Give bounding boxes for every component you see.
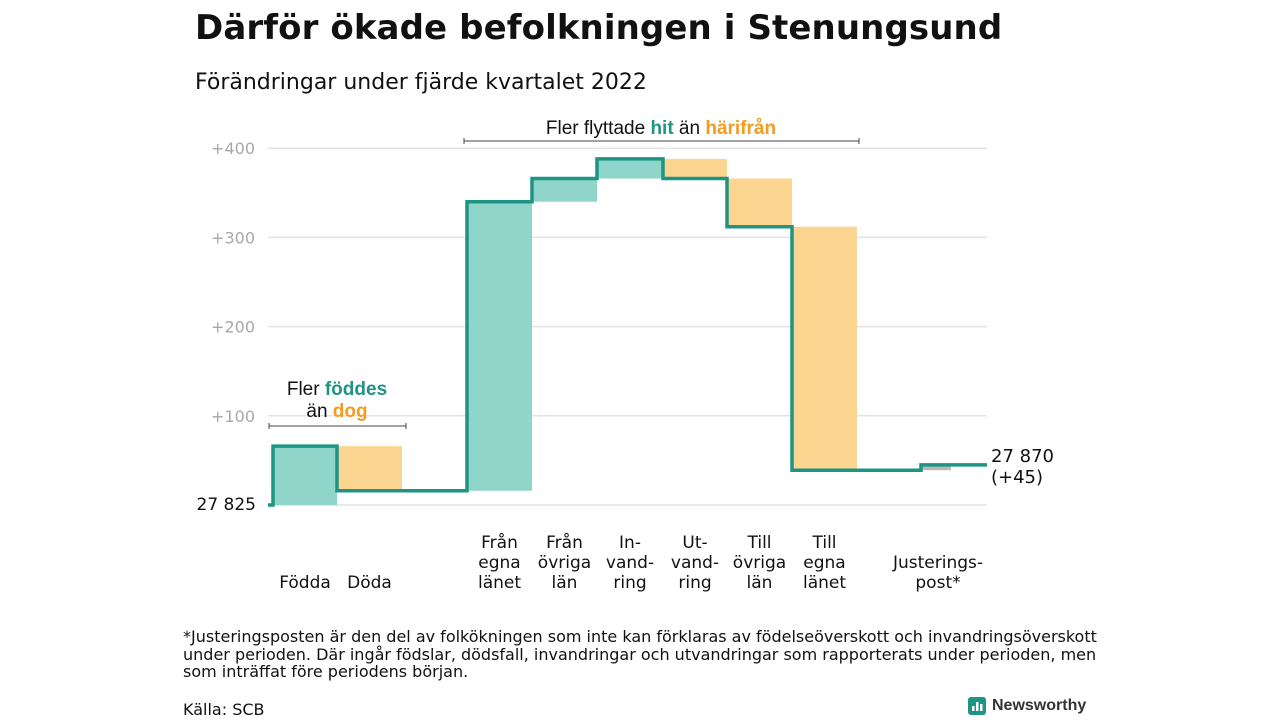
category-label-fran_ovriga: Från xyxy=(546,532,583,553)
waterfall-chart: +100 +200 +300 +400 27 825 27 870(+45) Födda D… xyxy=(197,118,1054,593)
bar-invandring xyxy=(597,158,663,179)
y-tick-label: +100 xyxy=(211,407,255,426)
births-annotation-line2-pre: än xyxy=(306,401,332,422)
bar-utvandring xyxy=(663,158,727,179)
bar-till_egna xyxy=(792,226,857,471)
category-label-invandring: ring xyxy=(613,573,646,593)
moves-annotation-orange: härifrån xyxy=(705,118,776,139)
category-label-doda: Döda xyxy=(347,573,392,593)
bar-justering xyxy=(921,464,951,471)
step-line xyxy=(268,157,987,507)
category-label-fodda: Födda xyxy=(279,573,331,593)
bar-till_ovriga xyxy=(727,178,792,227)
moves-bracket xyxy=(463,138,860,144)
footnote: *Justeringsposten är den del av folkökni… xyxy=(183,627,1097,681)
births-annotation-line1: Fler föddes xyxy=(287,379,387,400)
bar-fran_egna xyxy=(467,201,532,491)
births-annotation-orange: dog xyxy=(333,401,368,422)
births-annotation-line2: än dog xyxy=(306,401,367,422)
category-label-invandring: vand- xyxy=(606,553,654,573)
moves-annotation-green: hit xyxy=(650,118,674,139)
start-value-label: 27 825 xyxy=(197,495,256,515)
category-label-invandring: In- xyxy=(619,533,641,553)
y-axis-ticks: +100 +200 +300 +400 xyxy=(211,139,255,426)
bar-doda xyxy=(337,446,402,491)
bar-fodda xyxy=(273,446,337,505)
category-label-justering: Justerings- xyxy=(892,553,983,573)
bars xyxy=(273,158,951,505)
newsworthy-logo: Newsworthy xyxy=(968,697,1086,715)
category-label-fran_egna: Från xyxy=(481,532,518,553)
bar-fran_ovriga xyxy=(532,178,597,202)
category-label-till_egna: egna xyxy=(803,553,845,573)
grid-lines xyxy=(268,147,987,506)
end-value-label: 27 870 xyxy=(991,446,1054,467)
category-label-till_egna: Till xyxy=(811,533,836,553)
moves-annotation-pre: Fler flyttade xyxy=(546,118,651,139)
category-label-justering: post* xyxy=(915,573,960,593)
category-label-fran_ovriga: län xyxy=(552,573,578,593)
step-line-group xyxy=(268,157,987,507)
category-label-fran_ovriga: övriga xyxy=(538,553,591,573)
y-tick-label: +400 xyxy=(211,139,255,158)
category-label-till_ovriga: övriga xyxy=(733,553,786,573)
category-label-till_egna: länet xyxy=(803,573,846,593)
chart-title: Därför ökade befolkningen i Stenungsund xyxy=(195,8,1003,48)
category-label-till_ovriga: län xyxy=(747,573,773,593)
category-label-utvandring: ring xyxy=(678,573,711,593)
moves-annotation: Fler flyttade hit än härifrån xyxy=(546,118,776,139)
category-label-fran_egna: egna xyxy=(478,553,520,573)
births-annotation-green: föddes xyxy=(325,379,387,400)
category-label-fran_egna: länet xyxy=(478,573,521,593)
logo-text: Newsworthy xyxy=(992,697,1087,714)
y-tick-label: +300 xyxy=(211,228,255,247)
category-label-utvandring: Ut- xyxy=(682,533,707,553)
source-text: Källa: SCB xyxy=(183,700,265,719)
y-tick-label: +200 xyxy=(211,318,255,337)
births-bracket xyxy=(268,423,407,429)
end-change-label: (+45) xyxy=(991,467,1043,488)
moves-annotation-mid: än xyxy=(674,118,706,139)
chart-subtitle: Förändringar under fjärde kvartalet 2022 xyxy=(195,70,647,95)
category-label-till_ovriga: Till xyxy=(746,533,771,553)
bar-chart-icon xyxy=(968,697,986,715)
category-label-utvandring: vand- xyxy=(671,553,719,573)
births-annotation-pre: Fler xyxy=(287,379,325,400)
